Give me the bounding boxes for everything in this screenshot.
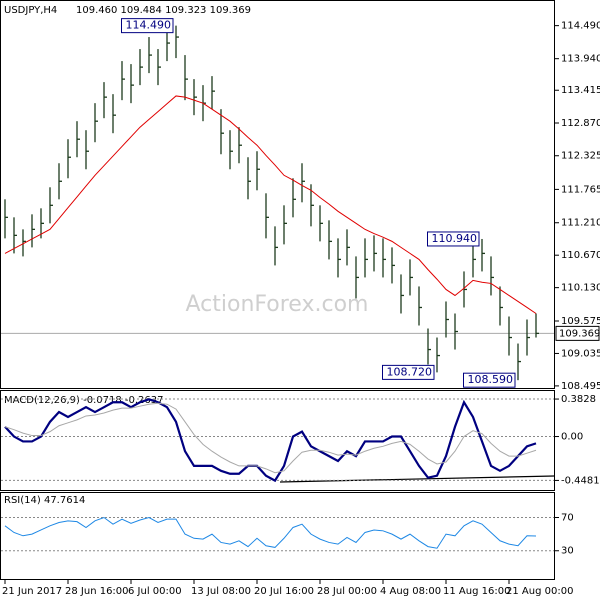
macd-line [4, 398, 537, 483]
annotation-label: 108.720 [387, 365, 433, 378]
trend-line [279, 475, 555, 483]
annotation-box [427, 231, 480, 247]
chart-title: USDJPY,H4 [4, 5, 57, 16]
last-price-label: 109.369 [559, 328, 600, 339]
ohlc-header: 109.460 109.484 109.323 109.369 [76, 5, 251, 16]
annotation-label: 108.590 [468, 373, 514, 386]
x-tick-label: 4 Aug 08:00 [380, 586, 441, 597]
x-tick-label: 13 Jul 08:00 [191, 586, 251, 597]
y-tick-label: 109.575 [561, 316, 600, 327]
x-tick-label: 28 Jun 16:00 [65, 586, 129, 597]
x-tick-label: 6 Jul 00:00 [128, 586, 182, 597]
macd-line [4, 402, 537, 474]
y-tick-label: 108.495 [561, 381, 600, 392]
rsi-panel [0, 492, 555, 580]
annotation-box [463, 372, 516, 388]
y-tick-label: 0.3828 [561, 394, 596, 405]
y-tick-label: 70 [561, 513, 574, 524]
x-tick-label: 11 Aug 16:00 [443, 586, 510, 597]
annotation-label: 110.940 [432, 232, 478, 245]
x-tick-label: 21 Aug 00:00 [506, 586, 573, 597]
y-tick-label: 113.415 [561, 85, 600, 96]
annotation-label: 114.490 [126, 19, 172, 32]
x-tick-label: 21 Jun 2017 [2, 586, 62, 597]
last-price-box [555, 325, 600, 341]
macd-panel [0, 390, 555, 491]
moving-average [4, 95, 537, 314]
x-tick-label: 20 Jul 16:00 [254, 586, 314, 597]
rsi-line [4, 516, 537, 549]
y-tick-label: 114.490 [561, 21, 600, 32]
rsi-title: RSI(14) 47.7614 [4, 495, 85, 506]
y-tick-label: 0.00 [561, 432, 583, 443]
y-tick-label: 112.870 [561, 118, 600, 129]
y-tick-label: 111.210 [561, 218, 600, 229]
y-tick-label: -0.4481 [561, 475, 600, 486]
macd-title: MACD(12,26,9) -0.0718 -0.2637 [4, 395, 164, 406]
watermark: ActionForex.com [186, 292, 369, 317]
y-tick-label: 110.670 [561, 250, 600, 261]
price-panel [0, 0, 555, 389]
annotation-box [121, 18, 174, 34]
y-tick-label: 109.035 [561, 348, 600, 359]
y-tick-label: 30 [561, 546, 574, 557]
y-tick-label: 113.940 [561, 54, 600, 65]
annotation-box [382, 364, 435, 380]
x-tick-label: 28 Jul 00:00 [317, 586, 377, 597]
y-tick-label: 112.325 [561, 151, 600, 162]
y-tick-label: 111.765 [561, 184, 600, 195]
y-tick-label: 110.130 [561, 283, 600, 294]
